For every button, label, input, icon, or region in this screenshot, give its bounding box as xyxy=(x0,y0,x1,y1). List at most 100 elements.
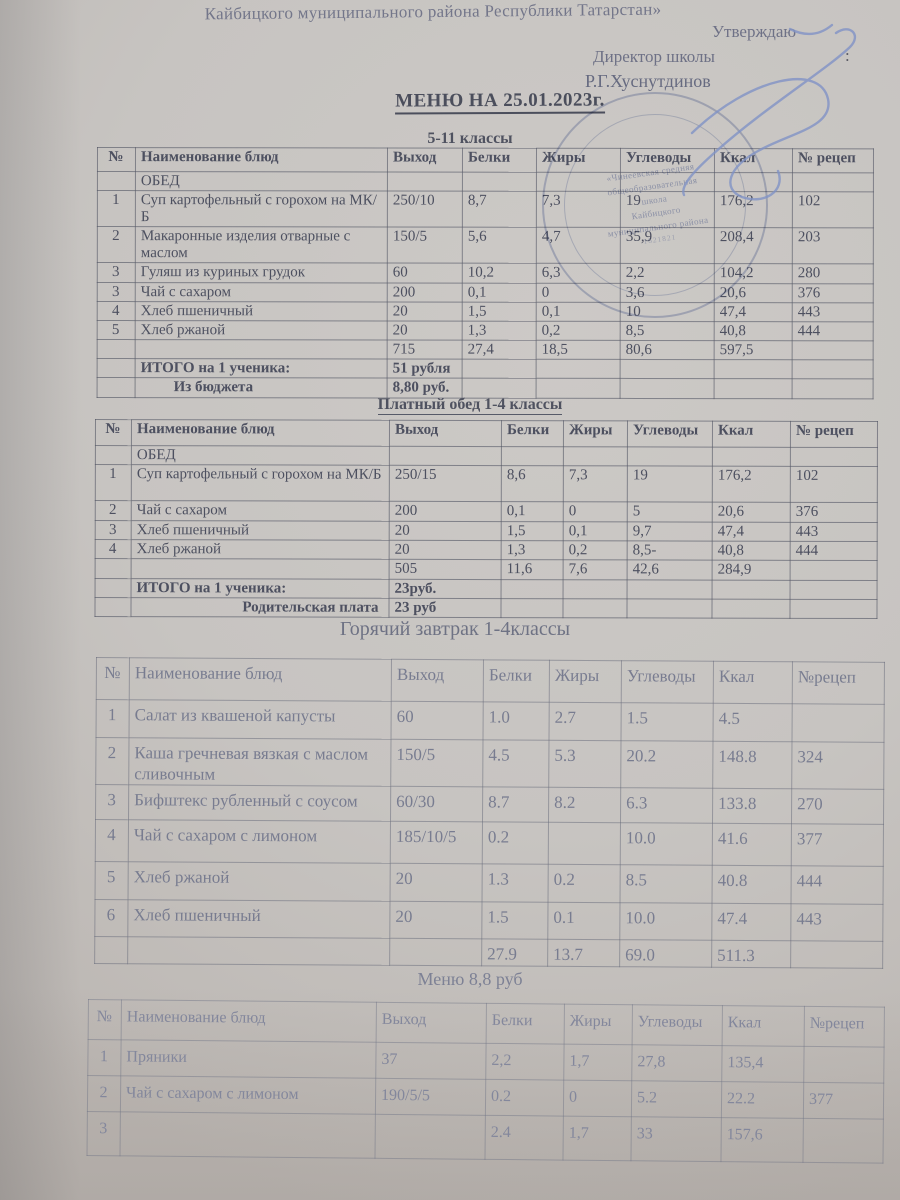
dish-name-cell: Суп картофельный с горохом на МК/Б xyxy=(131,464,390,502)
value-cell: 5 xyxy=(95,861,129,901)
column-header: Наименование блюд xyxy=(135,147,388,173)
value-cell: 0.1 xyxy=(547,902,621,941)
value-cell: 69.0 xyxy=(619,940,712,968)
table-row: 4 Хлеб пшеничный 20 1,5 0,1 10 47,4 443 xyxy=(97,301,874,322)
table-row: 4 Хлеб ржаной 20 1,3 0,2 8,5- 40,8 444 xyxy=(95,539,878,561)
value-cell: 7,3 xyxy=(536,191,621,228)
value-cell: 443 xyxy=(792,302,874,322)
value-cell: 19 xyxy=(627,465,713,503)
column-header: Белки xyxy=(483,659,550,703)
value-cell: 8,5- xyxy=(627,541,713,561)
value-cell: 47,4 xyxy=(714,302,793,322)
value-cell: 4 xyxy=(95,819,129,863)
value-cell xyxy=(792,359,874,379)
value-cell: 2 xyxy=(87,1075,121,1112)
dish-name-cell xyxy=(131,558,390,580)
column-header: Белки xyxy=(462,148,537,173)
value-cell: 148.8 xyxy=(712,741,792,790)
menu-table: № Наименование блюд Выход Белки Жиры Углеводы… xyxy=(94,657,885,969)
value-cell xyxy=(97,358,136,378)
dish-name-cell: ИТОГО на 1 ученика: xyxy=(135,358,388,379)
column-header: № рецеп xyxy=(792,148,874,173)
table-row: 3 2.4 1,7 33 157,6 xyxy=(86,1111,884,1164)
value-cell xyxy=(97,377,136,398)
table-row: Родительская плата 23 руб xyxy=(94,597,878,620)
value-cell: 41.6 xyxy=(712,823,792,867)
dish-name-cell: ОБЕД xyxy=(135,171,388,192)
column-header: Углеводы xyxy=(621,660,714,704)
value-cell xyxy=(792,172,874,192)
value-cell: 443 xyxy=(790,522,878,542)
table-row: 27.9 13.7 69.0 511.3 xyxy=(94,936,883,969)
value-cell: 20 xyxy=(387,301,463,321)
dish-name-cell: Суп картофельный с горохом на МК/Б xyxy=(135,190,388,228)
value-cell: 280 xyxy=(792,264,874,284)
approve-label: Утверждаю xyxy=(712,22,797,41)
section-title-menu-8-8: Меню 8,8 руб xyxy=(417,969,523,989)
column-header: Углеводы xyxy=(627,420,713,448)
table-row: 715 27,4 18,5 80,6 597,5 xyxy=(97,339,874,360)
value-cell xyxy=(536,172,621,192)
column-header: № xyxy=(88,999,122,1040)
value-cell: 10.0 xyxy=(619,903,713,941)
value-cell: 9,7 xyxy=(627,521,713,542)
value-cell: 0.2 xyxy=(485,1079,564,1117)
value-cell: 40.8 xyxy=(712,865,792,905)
value-cell: 176,2 xyxy=(712,466,791,503)
value-cell: 20 xyxy=(389,540,502,560)
value-cell: 270 xyxy=(791,789,884,825)
value-cell: 40,8 xyxy=(714,321,793,341)
value-cell xyxy=(462,359,537,379)
value-cell xyxy=(563,446,628,466)
value-cell: 102 xyxy=(790,466,878,503)
dish-name-cell: Бифштекс рубленный с соусом xyxy=(128,785,391,822)
value-cell: 8.2 xyxy=(548,787,621,824)
table-row: 4 Чай с сахаром с лимоном 185/10/5 0.2 10.0 4… xyxy=(95,819,884,867)
value-cell: 37 xyxy=(375,1042,487,1080)
director-name: Р.Г.Хуснутдинов xyxy=(585,71,711,91)
table-row: ИТОГО на 1 ученика: 51 рубля xyxy=(97,358,874,379)
value-cell: 3 xyxy=(95,784,129,821)
dish-name-cell: Салат из квашеной капусты xyxy=(129,699,392,740)
menu-title: МЕНЮ НА 25.01.2023г. xyxy=(330,89,670,115)
column-header: Белки xyxy=(501,420,564,447)
value-cell: 35,9 xyxy=(620,227,715,265)
value-cell: 1,5 xyxy=(462,301,537,322)
value-cell: 20 xyxy=(389,901,483,940)
value-cell xyxy=(790,560,878,581)
column-header: №рецеп xyxy=(804,1006,885,1048)
table-row: ОБЕД xyxy=(95,445,878,467)
organization-line: Кайбицкого муниципального района Республ… xyxy=(204,0,662,24)
value-cell: 377 xyxy=(803,1082,884,1120)
value-cell xyxy=(95,578,132,598)
value-cell: 0 xyxy=(563,1080,632,1117)
column-header: Жиры xyxy=(549,660,622,703)
table-row: ИТОГО на 1 ученика: 23руб. xyxy=(95,578,878,600)
value-cell: 150/5 xyxy=(390,739,484,788)
value-cell: 444 xyxy=(791,866,884,905)
value-cell: 5.3 xyxy=(548,740,621,789)
value-cell: 2 xyxy=(95,500,132,521)
value-cell: 1 xyxy=(95,464,132,501)
table-row: 2 Чай с сахаром 200 0,1 0 5 20,6 376 xyxy=(95,500,878,523)
value-cell: 19 xyxy=(620,191,715,228)
dish-name-cell: Хлеб ржаной xyxy=(128,862,391,902)
value-cell xyxy=(97,339,136,359)
value-cell: 5.2 xyxy=(631,1080,722,1118)
value-cell xyxy=(790,941,883,969)
value-cell xyxy=(536,378,621,399)
table-row: ОБЕД xyxy=(97,171,874,192)
column-header: №рецеп xyxy=(792,661,885,705)
table-row: Из бюджета 8,80 руб. xyxy=(97,377,874,399)
value-cell: 1,5 xyxy=(501,521,564,541)
table-row: 6 Хлеб пшеничный 20 1.5 0.1 10.0 47.4 443 xyxy=(94,899,884,942)
header-row: № Наименование блюд Выход Белки Жиры Углеводы… xyxy=(97,147,874,173)
value-cell: 715 xyxy=(387,339,463,360)
value-cell xyxy=(792,378,874,399)
table-row: 1 Суп картофельный с горохом на МК/Б 250/1… xyxy=(95,464,878,503)
value-cell: 60/30 xyxy=(390,786,483,823)
value-cell: 10 xyxy=(620,302,715,322)
value-cell: 20 xyxy=(387,320,463,340)
column-header: Жиры xyxy=(536,148,621,173)
value-cell: 324 xyxy=(791,741,884,790)
